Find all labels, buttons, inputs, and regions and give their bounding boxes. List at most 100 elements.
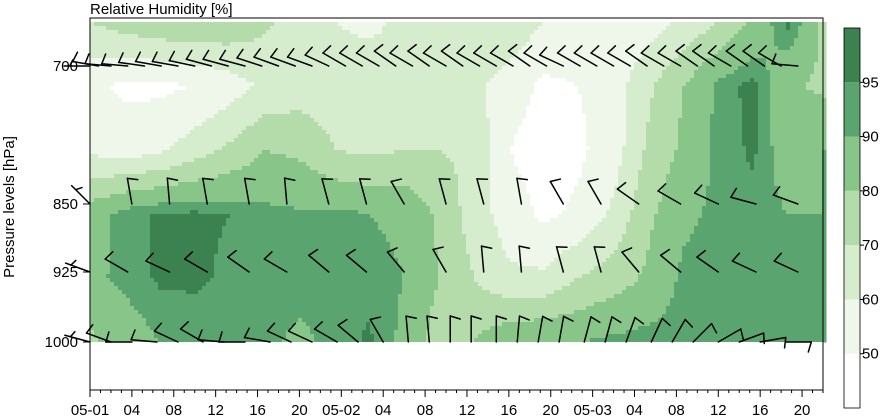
wind-barb-1000-19: [516, 315, 530, 343]
x-tick-label: 05-02: [322, 402, 360, 418]
x-tick-label: 20: [794, 402, 811, 418]
wind-barb-850-0: [70, 184, 91, 205]
colorbar-swatch-2: [844, 245, 860, 300]
wind-barb-1000-0: [64, 330, 91, 343]
wind-barb-925-6: [308, 248, 330, 273]
wind-barb-700-40: [725, 43, 749, 67]
wind-barb-850-16: [693, 184, 720, 205]
colorbar-tick-label: 60: [862, 291, 879, 308]
x-tick-label: 16: [752, 402, 769, 418]
wind-barb-1000-24: [625, 316, 645, 343]
colorbar-swatch-4: [844, 136, 860, 191]
wind-barb-1000-28: [717, 328, 744, 343]
wind-barb-925-14: [621, 247, 640, 273]
wind-barb-1000-25: [650, 317, 671, 343]
wind-barb-850-3: [202, 177, 214, 205]
wind-barb-925-7: [345, 248, 368, 273]
wind-barb-700-3: [101, 53, 129, 67]
wind-barb-1000-13: [369, 316, 384, 343]
wind-barb-850-6: [321, 178, 334, 205]
wind-barb-1000-4: [153, 322, 179, 343]
colorbar-swatch-1: [844, 299, 860, 354]
wind-barb-1000-27: [692, 322, 718, 343]
wind-barb-925-16: [696, 249, 720, 273]
wind-barb-700-2: [84, 53, 112, 67]
wind-barb-925-8: [386, 247, 405, 273]
wind-barb-1000-15: [426, 315, 438, 343]
wind-barb-1000-22: [583, 316, 601, 343]
wind-barb-700-7: [168, 50, 196, 67]
wind-barb-925-17: [731, 252, 757, 273]
wind-barb-700-25: [473, 45, 498, 67]
wind-barb-700-12: [253, 47, 280, 67]
wind-barb-850-1: [126, 177, 139, 205]
x-tick-label: 04: [124, 402, 141, 418]
wind-barb-700-35: [640, 45, 665, 67]
colorbar-swatch-3: [844, 190, 860, 246]
y-tick-label: 700: [53, 58, 78, 75]
colorbar-swatch-0: [844, 353, 860, 408]
wind-barb-1000-17: [470, 315, 482, 343]
wind-barb-700-11: [236, 48, 263, 67]
y-tick-label: 925: [53, 264, 78, 281]
wind-barb-850-8: [390, 178, 405, 205]
colorbar-tick-label: 90: [862, 129, 879, 146]
wind-barb-1000-31: [784, 341, 813, 353]
colorbar-swatch-6: [844, 28, 860, 83]
wind-barb-700-4: [117, 52, 146, 67]
x-tick-label: 08: [417, 402, 434, 418]
wind-barb-700-18: [355, 45, 380, 67]
wind-barb-700-41: [742, 43, 766, 67]
wind-barb-1000-23: [604, 316, 622, 343]
wind-barb-850-2: [166, 177, 179, 205]
colorbar-tick-label: 95: [862, 74, 879, 91]
wind-barb-700-8: [185, 49, 213, 67]
x-tick-label: 05-03: [573, 402, 611, 418]
wind-barb-700-14: [286, 47, 313, 67]
colorbar-tick-label: 70: [862, 237, 879, 254]
wind-barb-925-18: [773, 252, 799, 273]
wind-barb-925-10: [480, 245, 493, 273]
wind-barb-850-15: [657, 183, 682, 205]
wind-barb-700-13: [270, 47, 296, 67]
wind-barb-700-31: [573, 45, 598, 67]
colorbar-frame: [843, 27, 861, 409]
wind-barb-925-13: [593, 246, 606, 273]
wind-barb-1000-12: [337, 318, 359, 343]
wind-barb-1000-20: [537, 315, 553, 343]
wind-barb-700-27: [507, 43, 531, 67]
wind-barb-925-0: [64, 259, 91, 273]
x-tick-label: 12: [207, 402, 224, 418]
wind-barb-700-33: [607, 45, 632, 67]
x-tick-label: 16: [501, 402, 518, 418]
x-tick-label: 20: [291, 402, 308, 418]
wind-barb-925-5: [263, 251, 288, 273]
colorbar-swatch-5: [844, 82, 860, 137]
wind-barb-850-11: [516, 177, 529, 205]
wind-barb-700-24: [456, 45, 481, 67]
colorbar: 50 60 70 80 90 95: [843, 27, 879, 409]
colorbar-tick-label: 80: [862, 183, 879, 200]
wind-barb-850-7: [358, 178, 371, 205]
x-tick-label: 04: [375, 402, 392, 418]
x-tick-label: 12: [459, 402, 476, 418]
wind-barb-850-13: [587, 178, 602, 205]
wind-barb-700-9: [202, 49, 229, 67]
wind-barb-700-32: [590, 45, 615, 67]
wind-barb-1000-7: [218, 331, 246, 343]
wind-barb-700-39: [707, 45, 732, 67]
wind-barb-700-38: [692, 43, 715, 67]
wind-barbs-layer: [63, 43, 813, 353]
x-tick-label: 08: [668, 402, 685, 418]
wind-barb-700-21: [407, 43, 431, 67]
wind-barb-700-22: [422, 45, 447, 67]
wind-barb-700-37: [675, 43, 699, 67]
wind-barb-700-19: [373, 43, 397, 67]
wind-barb-700-26: [489, 45, 514, 67]
x-tick-label: 08: [165, 402, 182, 418]
wind-barb-850-10: [476, 178, 489, 205]
wind-barb-925-2: [145, 252, 171, 273]
y-tick-label: 1000: [45, 334, 78, 351]
wind-barb-700-10: [219, 49, 246, 67]
